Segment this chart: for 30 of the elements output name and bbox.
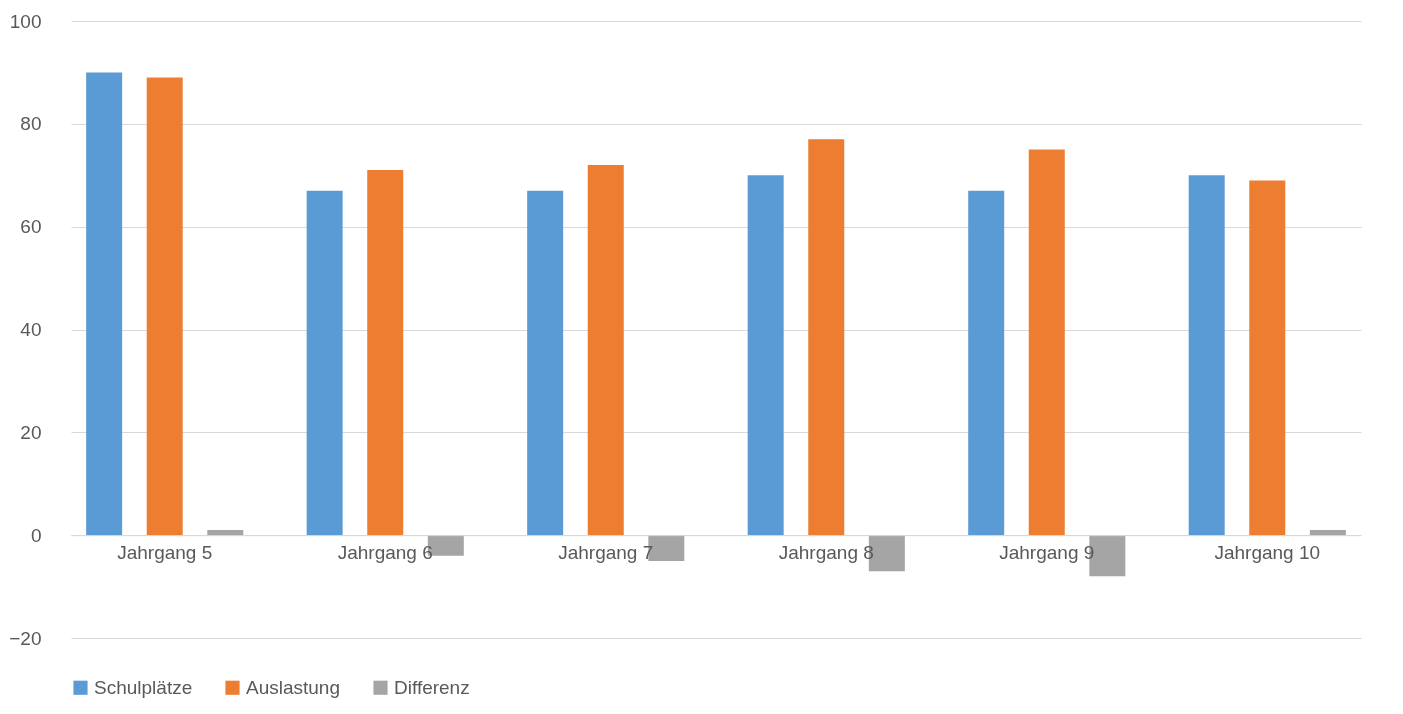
legend-label: Differenz	[394, 676, 470, 698]
x-tick-label: Jahrgang 9	[999, 541, 1095, 563]
y-tick-label: 100	[9, 10, 42, 32]
bar	[367, 170, 404, 536]
bar	[527, 190, 564, 536]
x-tick-label: Jahrgang 6	[337, 541, 433, 563]
legend-label: Auslastung	[246, 676, 341, 698]
y-tick-label: −20	[9, 627, 42, 649]
x-tick-label: Jahrgang 10	[1214, 541, 1321, 563]
bar	[306, 190, 343, 536]
legend-label: Schulplätze	[94, 676, 193, 698]
bar	[1309, 530, 1346, 536]
bar	[1028, 149, 1065, 536]
bar	[146, 77, 183, 536]
x-tick-label: Jahrgang 7	[558, 541, 654, 563]
bar	[587, 164, 624, 536]
x-tick-label: Jahrgang 8	[778, 541, 874, 563]
bar	[1249, 180, 1286, 536]
bar	[207, 530, 244, 536]
y-tick-label: 60	[20, 216, 42, 238]
bar	[1188, 175, 1225, 536]
y-tick-label: 40	[20, 319, 42, 340]
y-tick-label: 0	[30, 524, 42, 546]
y-tick-label: 80	[20, 113, 42, 135]
bar	[86, 72, 123, 536]
x-tick-label: Jahrgang 5	[117, 541, 213, 563]
y-tick-label: 20	[20, 421, 42, 443]
bar	[968, 190, 1005, 536]
bar	[808, 139, 845, 536]
bar	[747, 175, 784, 536]
